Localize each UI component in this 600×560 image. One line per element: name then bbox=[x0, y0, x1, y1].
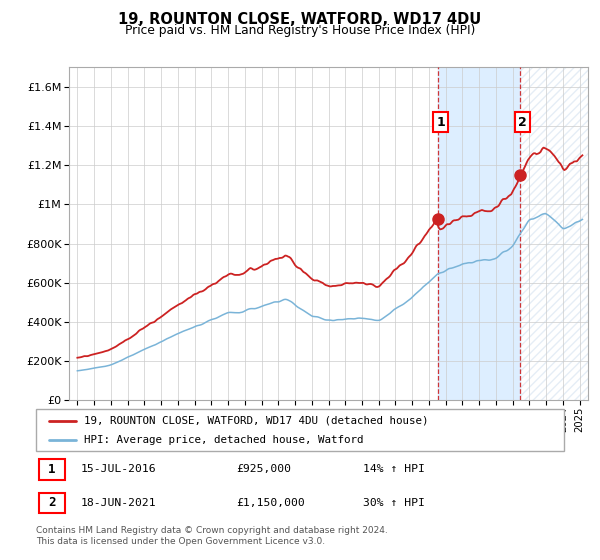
Bar bbox=[520, 67, 588, 400]
Text: 15-JUL-2016: 15-JUL-2016 bbox=[81, 464, 157, 474]
Text: 14% ↑ HPI: 14% ↑ HPI bbox=[364, 464, 425, 474]
Text: 19, ROUNTON CLOSE, WATFORD, WD17 4DU (detached house): 19, ROUNTON CLOSE, WATFORD, WD17 4DU (de… bbox=[83, 416, 428, 426]
FancyBboxPatch shape bbox=[38, 459, 65, 479]
Text: £1,150,000: £1,150,000 bbox=[236, 498, 305, 508]
Bar bbox=[438, 67, 520, 400]
Text: 18-JUN-2021: 18-JUN-2021 bbox=[81, 498, 157, 508]
FancyBboxPatch shape bbox=[36, 409, 564, 451]
Text: 1: 1 bbox=[48, 463, 56, 476]
Text: Price paid vs. HM Land Registry's House Price Index (HPI): Price paid vs. HM Land Registry's House … bbox=[125, 24, 475, 36]
FancyBboxPatch shape bbox=[38, 493, 65, 513]
Text: £925,000: £925,000 bbox=[236, 464, 292, 474]
Text: 2: 2 bbox=[518, 115, 527, 129]
Text: HPI: Average price, detached house, Watford: HPI: Average price, detached house, Watf… bbox=[83, 435, 363, 445]
Text: 19, ROUNTON CLOSE, WATFORD, WD17 4DU: 19, ROUNTON CLOSE, WATFORD, WD17 4DU bbox=[118, 12, 482, 27]
Text: 30% ↑ HPI: 30% ↑ HPI bbox=[364, 498, 425, 508]
Text: Contains HM Land Registry data © Crown copyright and database right 2024.
This d: Contains HM Land Registry data © Crown c… bbox=[36, 526, 388, 546]
Text: 1: 1 bbox=[436, 115, 445, 129]
Text: 2: 2 bbox=[48, 496, 56, 510]
